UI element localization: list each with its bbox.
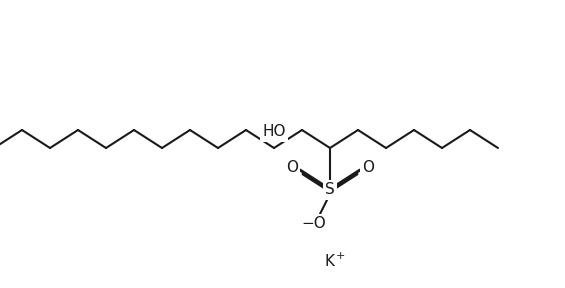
Text: K: K [325,255,335,270]
Text: O: O [286,160,298,175]
Text: S: S [325,183,335,198]
Text: −O: −O [302,217,327,232]
Text: O: O [362,160,374,175]
Text: +: + [335,251,345,261]
Text: HO: HO [262,124,286,139]
